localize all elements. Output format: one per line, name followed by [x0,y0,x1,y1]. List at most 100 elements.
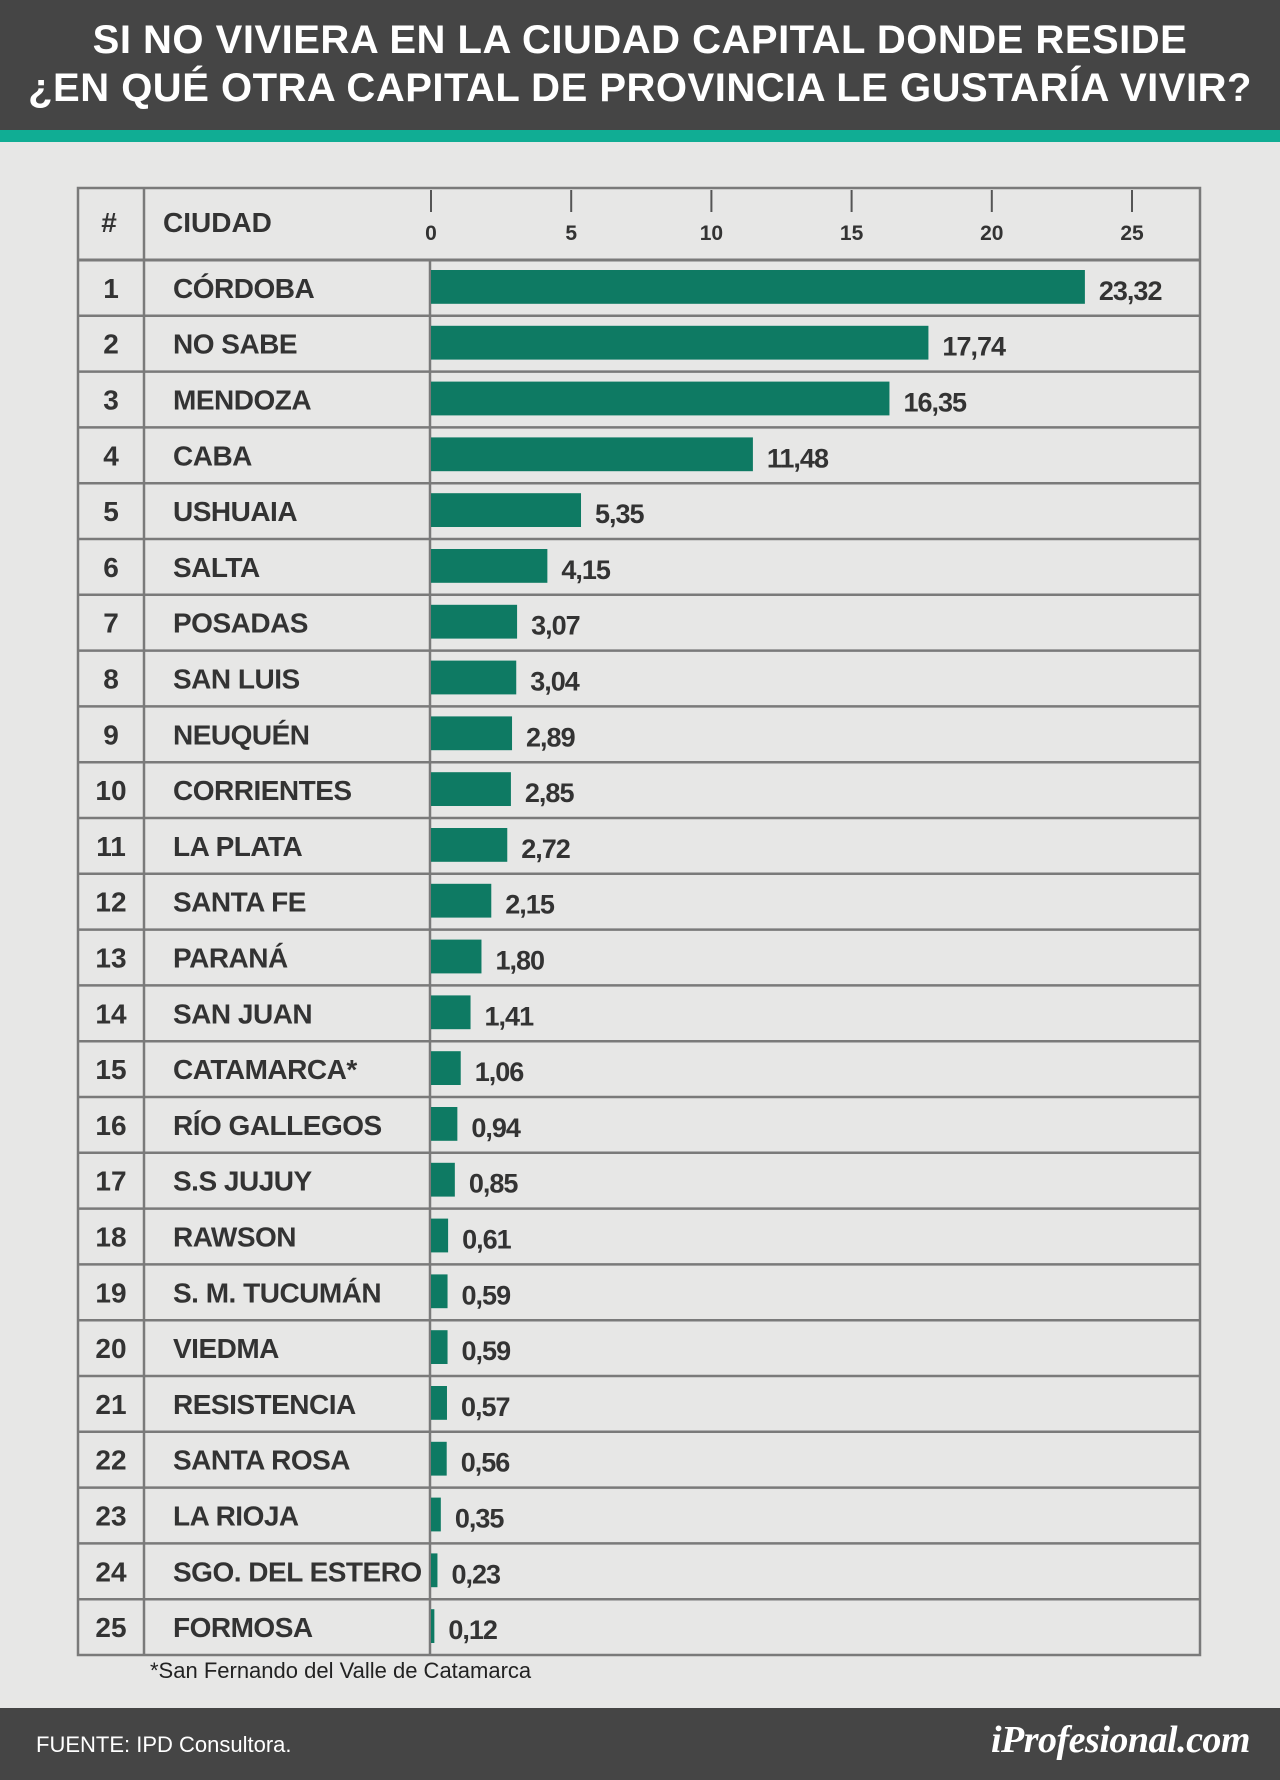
table-row: 4 CABA 11,48 [103,437,830,473]
table-row: 2 NO SABE 17,74 [103,325,1007,362]
city-label: LA RIOJA [173,1501,299,1532]
x-tick-label: 25 [1120,222,1144,245]
rank-label: 13 [95,943,126,974]
table-row: 15 CATAMARCA* 1,06 [95,1051,525,1087]
rank-label: 12 [95,887,126,918]
city-label: CÓRDOBA [173,273,314,304]
table-row: 24 SGO. DEL ESTERO 0,23 [95,1553,502,1589]
chart-title-line-1: SI NO VIVIERA EN LA CIUDAD CAPITAL DONDE… [92,18,1188,62]
rank-label: 9 [103,719,119,750]
value-label: 0,35 [455,1504,505,1534]
x-tick-label: 0 [425,222,437,245]
bar [431,604,518,639]
bar [431,828,508,862]
bar [431,493,582,527]
rank-label: 15 [95,1054,126,1085]
bar [431,1218,449,1253]
table-row: 10 CORRIENTES 2,85 [95,772,575,808]
rank-label: 25 [95,1612,126,1643]
rank-column-header: # [101,207,117,238]
bar [431,270,1085,304]
city-column-header: CIUDAD [163,207,272,238]
city-label: CATAMARCA* [173,1054,357,1085]
value-label: 16,35 [903,388,967,418]
chart-title-line-2: ¿EN QUÉ OTRA CAPITAL DE PROVINCIA LE GUS… [28,66,1252,110]
city-label: SAN JUAN [173,998,312,1029]
table-frame [76,186,1202,1657]
city-label: VIEDMA [173,1333,279,1364]
table-row: 3 MENDOZA 16,35 [103,381,968,418]
table-row: 17 S.S JUJUY 0,85 [95,1162,519,1199]
value-label: 0,61 [462,1225,512,1255]
rank-label: 18 [95,1222,126,1253]
rank-label: 19 [95,1277,126,1308]
table-row: 14 SAN JUAN 1,41 [95,995,535,1031]
bar [431,381,890,416]
table-row: 9 NEUQUÉN 2,89 [103,716,577,752]
x-tick-label: 15 [840,222,864,245]
value-label: 2,89 [526,722,576,752]
value-label: 0,12 [448,1615,497,1645]
bar [431,1107,458,1141]
table-row: 1 CÓRDOBA 23,32 [103,270,1162,306]
city-label: POSADAS [173,608,308,639]
value-label: 2,85 [525,778,575,808]
city-label: SGO. DEL ESTERO [173,1556,422,1587]
bar [431,1609,435,1643]
value-label: 23,32 [1099,276,1162,306]
value-label: 1,41 [485,1001,535,1031]
rank-label: 10 [95,775,126,806]
rank-label: 16 [95,1110,126,1141]
brand-logo: iProfesional.com [990,1719,1251,1761]
rank-label: 5 [103,496,119,527]
value-label: 2,72 [521,834,570,864]
value-label: 11,48 [767,443,829,473]
x-tick-label: 20 [980,222,1003,245]
table-row: 7 POSADAS 3,07 [103,604,581,641]
bar [431,772,511,806]
value-label: 0,57 [461,1392,510,1422]
rank-label: 4 [103,440,119,471]
city-label: PARANÁ [173,943,288,974]
table-row: 5 USHUAIA 5,35 [103,493,646,529]
bar [431,1051,461,1085]
bar [431,660,517,695]
rank-label: 23 [95,1501,126,1532]
table-row: 20 VIEDMA 0,59 [95,1330,512,1366]
value-label: 1,06 [475,1057,525,1087]
value-label: 1,80 [495,946,544,976]
bar [431,1274,448,1309]
table-grid [76,186,1202,1657]
value-label: 4,15 [561,555,611,585]
bar [431,325,929,360]
bar [431,1497,441,1532]
table-row: 23 LA RIOJA 0,35 [95,1497,505,1534]
rank-label: 21 [95,1389,126,1420]
table-row: 19 S. M. TUCUMÁN 0,59 [95,1274,512,1310]
bar [431,716,513,751]
table-row: 22 SANTA ROSA 0,56 [95,1441,511,1478]
value-label: 3,04 [530,667,580,697]
value-label: 5,35 [595,499,645,529]
rank-label: 3 [103,385,119,416]
value-label: 0,59 [462,1280,512,1310]
ranking-bar-chart: # CIUDAD 0 5 10 15 20 25 1 CÓRDOBA 23,32 2 NO SAB… [76,186,1202,1657]
city-label: SAN LUIS [173,664,300,695]
footer-bar: FUENTE: IPD Consultora. iProfesional.com [0,1708,1280,1780]
x-axis-ticks: 0 5 10 15 20 25 [425,190,1144,245]
value-label: 0,23 [451,1559,501,1589]
city-label: CABA [173,440,252,471]
rank-label: 14 [95,998,127,1029]
value-label: 3,07 [531,611,580,641]
value-label: 2,15 [505,890,555,920]
chart-rows: 1 CÓRDOBA 23,32 2 NO SABE 17,74 3 MENDOZA 16,35 4… [95,270,1162,1645]
city-label: LA PLATA [173,831,303,862]
bar [431,1441,447,1476]
value-label: 17,74 [942,332,1006,362]
city-label: RAWSON [173,1222,296,1253]
source-note: FUENTE: IPD Consultora. [36,1732,292,1757]
rank-label: 22 [95,1445,126,1476]
value-label: 0,85 [469,1169,519,1199]
city-label: RESISTENCIA [173,1389,356,1420]
table-row: 13 PARANÁ 1,80 [95,939,545,976]
